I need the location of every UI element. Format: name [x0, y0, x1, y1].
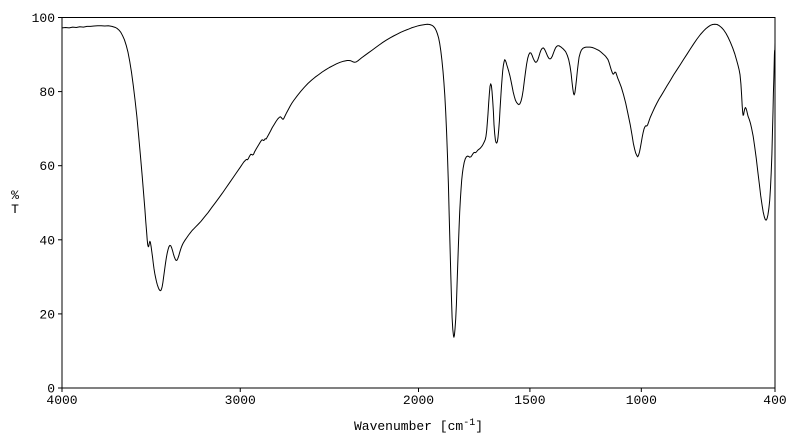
spectrum-trace [61, 23, 776, 338]
x-tick-label: 1500 [514, 393, 545, 408]
y-tick-label: 100 [32, 11, 55, 26]
x-axis-title: Wavenumber [cm-1] [354, 418, 483, 434]
x-axis-title-suffix: ] [475, 419, 483, 434]
x-tick-label: 2000 [403, 393, 434, 408]
y-tick-label: 60 [39, 159, 55, 174]
y-tick-label: 80 [39, 85, 55, 100]
y-axis-title: % T [11, 188, 19, 217]
y-tick-label: 0 [47, 382, 55, 397]
y-tick-label: 20 [39, 307, 55, 322]
y-tick-label: 40 [39, 233, 55, 248]
x-tick-label: 3000 [225, 393, 256, 408]
y-axis-title-char: T [11, 202, 19, 217]
y-axis-title-char: % [11, 188, 19, 203]
x-tick-label: 1000 [626, 393, 657, 408]
x-tick-label: 400 [763, 393, 786, 408]
plot-border [61, 17, 776, 389]
x-axis-ticks: 4000 3000 2000 1500 1000 400 [46, 388, 787, 408]
y-axis-ticks: 0 20 40 60 80 100 [32, 11, 62, 397]
x-axis-title-text: Wavenumber [cm [354, 419, 463, 434]
x-axis-title-superscript: -1 [463, 418, 475, 429]
x-tick-label: 4000 [46, 393, 77, 408]
